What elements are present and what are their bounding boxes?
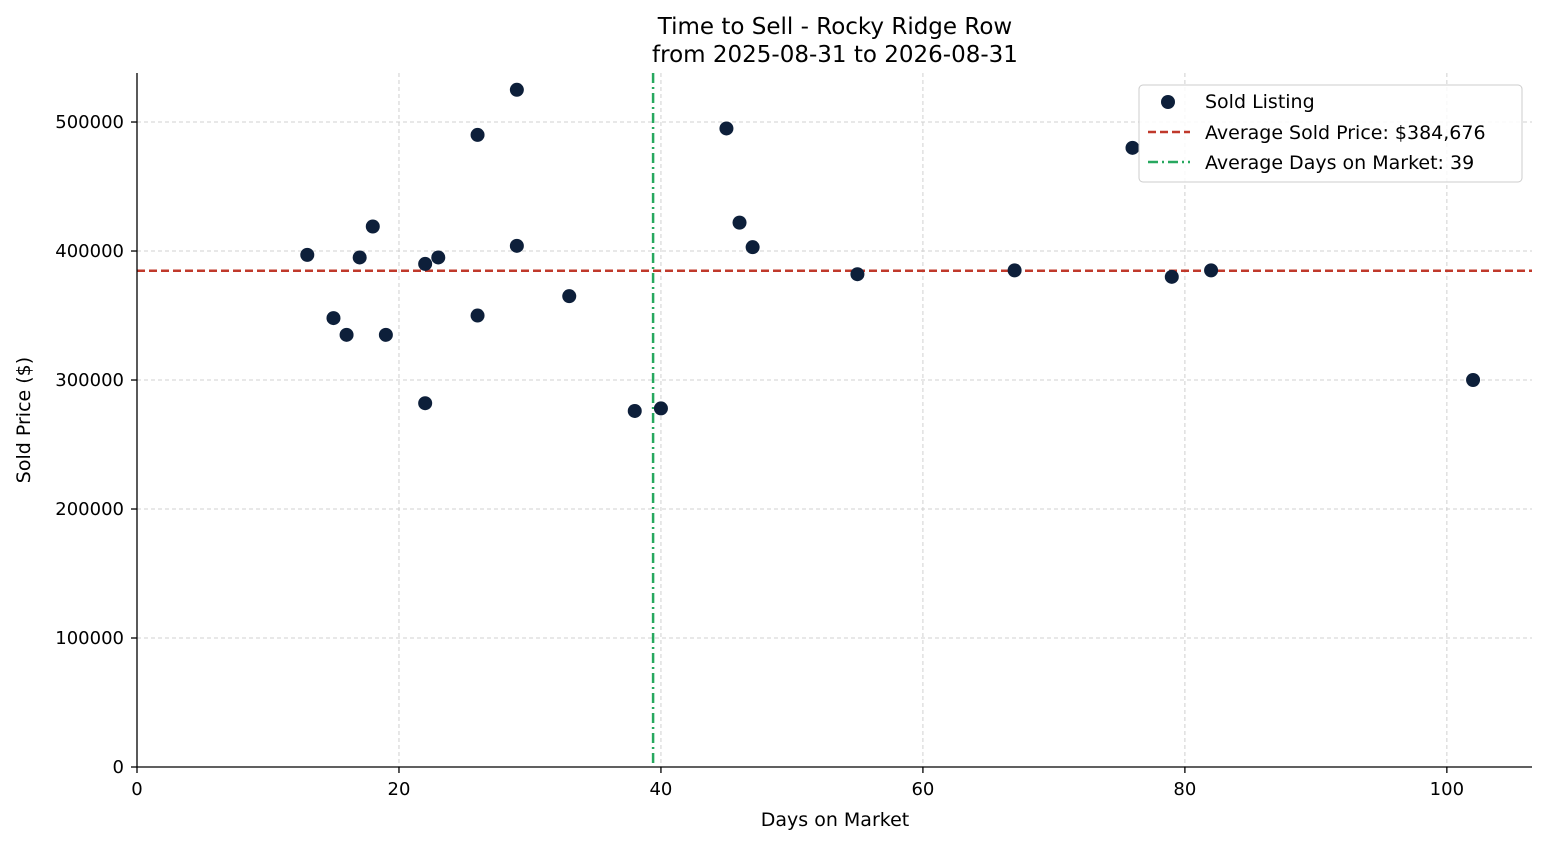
data-point: [352, 250, 367, 265]
data-point: [1125, 140, 1140, 155]
data-point: [378, 327, 393, 342]
data-point: [431, 250, 446, 265]
y-tick-label: 500000: [55, 112, 124, 133]
y-tick-label: 100000: [55, 628, 124, 649]
data-point: [850, 267, 865, 282]
legend-marker-sold-listing: [1161, 95, 1175, 109]
data-point: [732, 215, 747, 230]
legend: Sold Listing Average Sold Price: $384,67…: [1138, 84, 1523, 183]
y-tick-label: 200000: [55, 499, 124, 520]
y-axis-label: Sold Price ($): [13, 357, 35, 483]
data-points: [300, 82, 1481, 418]
data-point: [1204, 263, 1219, 278]
data-point: [418, 396, 433, 411]
y-tick-label: 400000: [55, 241, 124, 262]
data-point: [326, 311, 341, 326]
chart-title-line2: from 2025-08-31 to 2026-08-31: [652, 42, 1018, 68]
data-point: [509, 82, 524, 97]
reference-lines: [137, 73, 1532, 767]
data-point: [470, 127, 485, 142]
data-point: [1164, 269, 1179, 284]
data-point: [627, 403, 642, 418]
legend-label-average-days: Average Days on Market: 39: [1205, 152, 1474, 174]
legend-box: [1138, 84, 1523, 183]
data-point: [300, 247, 315, 262]
legend-label-sold-listing: Sold Listing: [1205, 91, 1315, 113]
chart-title-line1: Time to Sell - Rocky Ridge Row: [657, 14, 1012, 40]
data-point: [339, 327, 354, 342]
legend-label-average-price: Average Sold Price: $384,676: [1205, 122, 1486, 144]
data-point: [470, 308, 485, 323]
x-tick-label: 20: [388, 779, 411, 800]
data-point: [1007, 263, 1022, 278]
x-tick-label: 0: [131, 779, 142, 800]
y-ticks: 0 100000 200000 300000 400000 500000: [55, 112, 137, 778]
x-tick-label: 40: [649, 779, 672, 800]
data-point: [509, 238, 524, 253]
y-tick-label: 0: [113, 757, 124, 778]
data-point: [653, 401, 668, 416]
x-tick-label: 100: [1430, 779, 1464, 800]
x-tick-label: 60: [911, 779, 934, 800]
data-point: [365, 219, 380, 234]
data-point: [562, 289, 577, 304]
data-point: [418, 256, 433, 271]
data-point: [1466, 373, 1481, 388]
x-ticks: 0 20 40 60 80 100: [131, 767, 1464, 800]
x-axis-label: Days on Market: [761, 809, 909, 831]
data-point: [719, 121, 734, 136]
y-tick-label: 300000: [55, 370, 124, 391]
x-tick-label: 80: [1173, 779, 1196, 800]
data-point: [745, 240, 760, 255]
